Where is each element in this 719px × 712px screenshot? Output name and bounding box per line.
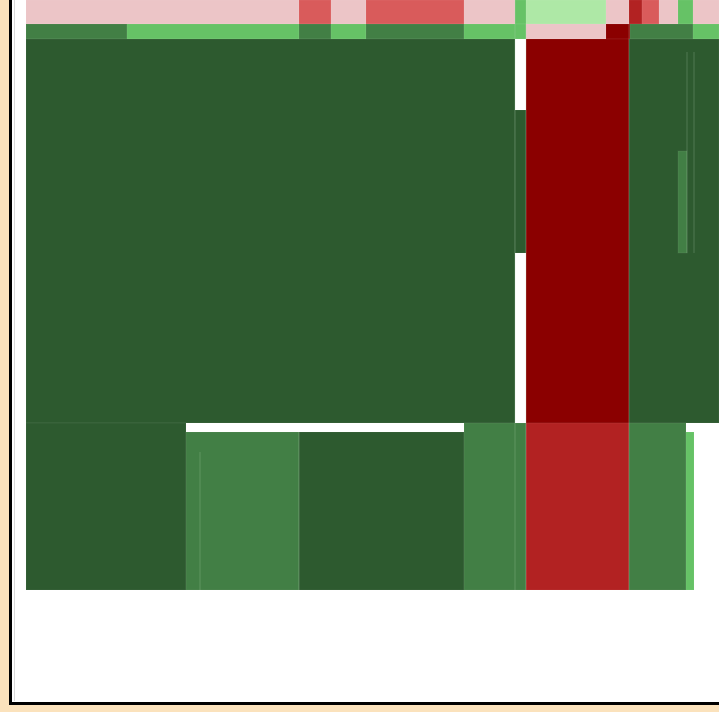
heatmap-cell bbox=[629, 23, 694, 40]
heatmap-cell bbox=[514, 0, 527, 25]
heatmap-cell bbox=[126, 23, 300, 40]
heatmap-cell bbox=[463, 23, 527, 40]
heatmap-cell bbox=[525, 38, 630, 424]
heatmap-cell bbox=[605, 23, 631, 40]
heatmap-cell bbox=[298, 431, 465, 591]
heatmap-cell bbox=[463, 422, 527, 591]
heatmap-cell bbox=[605, 0, 630, 25]
heatmap-cell bbox=[628, 0, 643, 25]
heatmap-cell bbox=[25, 38, 516, 424]
heatmap-cell bbox=[514, 109, 527, 254]
heatmap-cell bbox=[685, 431, 695, 591]
heatmap-cell bbox=[692, 23, 719, 40]
heatmap-cell bbox=[525, 23, 607, 40]
heatmap-cell bbox=[25, 0, 300, 25]
heatmap-cell bbox=[25, 422, 187, 591]
heatmap-cell bbox=[298, 0, 332, 25]
heatmap-cell bbox=[628, 38, 719, 424]
heatmap-cell bbox=[463, 0, 516, 25]
heatmap-cell bbox=[330, 0, 367, 25]
heatmap-cell bbox=[677, 0, 694, 25]
heatmap-cell bbox=[525, 0, 607, 25]
heatmap-cell bbox=[365, 0, 465, 25]
heatmap-cell bbox=[658, 0, 679, 25]
heatmap-cell bbox=[330, 23, 367, 40]
heatmap-cell bbox=[298, 23, 332, 40]
heatmap-cell bbox=[25, 23, 128, 40]
heatmap-cell bbox=[525, 422, 630, 591]
heatmap-cell bbox=[641, 0, 660, 25]
heatmap-cells bbox=[25, 0, 719, 591]
heatmap-cell bbox=[628, 422, 687, 591]
heatmap-cell bbox=[365, 23, 465, 40]
chart-left-border-line bbox=[14, 0, 15, 701]
heatmap-cell bbox=[692, 0, 719, 25]
heatmap-cell bbox=[677, 150, 688, 254]
heatmap-cell bbox=[185, 431, 300, 591]
